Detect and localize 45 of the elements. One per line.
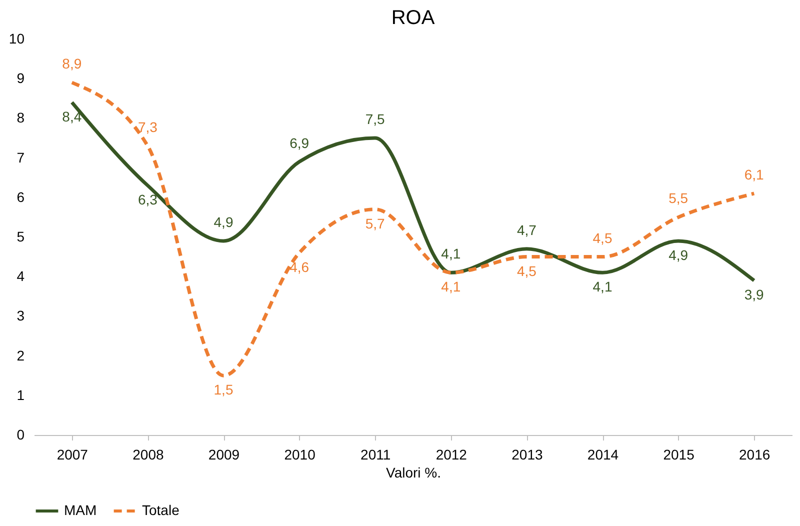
y-tick-label: 7 bbox=[16, 149, 25, 166]
x-tick-label: 2009 bbox=[208, 446, 240, 462]
x-tick-label: 2007 bbox=[56, 446, 88, 462]
data-label: 4,1 bbox=[441, 278, 461, 295]
data-label: 4,5 bbox=[516, 262, 537, 279]
y-tick-label: 0 bbox=[16, 426, 25, 442]
x-tick-label: 2008 bbox=[132, 446, 164, 462]
data-label: 6,9 bbox=[290, 134, 310, 151]
y-tick-label: 9 bbox=[16, 70, 25, 86]
x-tick-label: 2012 bbox=[436, 446, 468, 462]
data-label: 4,6 bbox=[290, 258, 310, 275]
data-label: 1,5 bbox=[214, 382, 234, 398]
x-axis-title: Valori %. bbox=[386, 464, 441, 480]
data-label: 8,9 bbox=[62, 56, 82, 72]
data-label: 4,7 bbox=[516, 222, 537, 238]
x-tick-label: 2011 bbox=[360, 446, 391, 462]
data-label: 8,4 bbox=[62, 108, 82, 124]
data-label: 4,1 bbox=[441, 246, 461, 262]
x-tick-label: 2015 bbox=[663, 446, 695, 462]
data-label: 6,3 bbox=[138, 192, 158, 208]
data-label: 5,7 bbox=[365, 215, 386, 232]
y-tick-label: 10 bbox=[8, 30, 25, 46]
y-tick-label: 3 bbox=[16, 308, 25, 324]
y-tick-label: 4 bbox=[16, 268, 25, 284]
y-tick-label: 8 bbox=[16, 110, 25, 126]
data-label: 3,9 bbox=[744, 286, 764, 303]
x-tick-label: 2014 bbox=[587, 446, 619, 462]
data-label: 4,5 bbox=[592, 230, 612, 246]
y-tick-label: 2 bbox=[16, 347, 25, 364]
data-label: 4,9 bbox=[214, 214, 234, 230]
chart-title: ROA bbox=[391, 7, 436, 29]
y-tick-label: 5 bbox=[16, 228, 25, 244]
data-label: 5,5 bbox=[668, 190, 688, 206]
y-tick-label: 1 bbox=[16, 386, 25, 403]
y-tick-label: 6 bbox=[16, 188, 25, 205]
data-label: 6,1 bbox=[744, 166, 764, 182]
data-label: 4,1 bbox=[592, 278, 612, 295]
data-label: 7,3 bbox=[138, 118, 158, 135]
legend-label: MAM bbox=[64, 502, 97, 518]
x-tick-label: 2010 bbox=[284, 446, 316, 462]
legend-label: Totale bbox=[142, 502, 180, 518]
x-tick-label: 2016 bbox=[739, 446, 770, 462]
x-tick-label: 2013 bbox=[512, 446, 543, 462]
data-label: 7,5 bbox=[365, 111, 386, 127]
data-label: 4,9 bbox=[668, 246, 688, 263]
